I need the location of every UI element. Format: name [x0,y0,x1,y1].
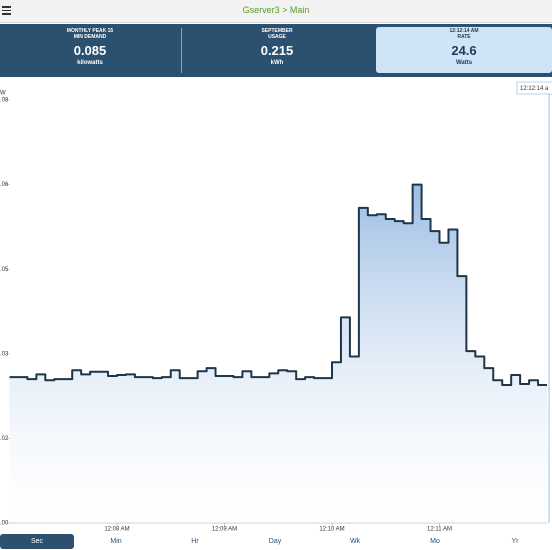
y-tick-label: .05 [0,267,9,273]
stat-label: MONTHLY PEAK 15 [66,28,114,34]
area [9,184,547,523]
y-tick-label: .02 [0,436,9,442]
hover-box [516,81,552,95]
x-tick-label: 12:11 AM [427,527,452,533]
separator [181,28,182,73]
stat-tile[interactable]: SEPTEMBER USAGE 0.215 kWh [182,24,372,81]
top-bar: Gserver3 > Main [0,0,552,23]
tab[interactable]: Min [110,538,122,545]
tab[interactable]: Day [268,538,282,545]
stat-unit: kWh [270,60,284,66]
stats-panel: MONTHLY PEAK 15 MIN DEMAND 0.085 kilowatts S… [0,24,552,77]
stat-label: 12:12:14 AM [449,28,479,34]
y-tick-label: .03 [0,351,9,357]
tab[interactable]: Mo [430,538,440,545]
stat-tile[interactable]: 12:12:14 AM RATE 24.6 Watts [376,27,552,73]
y-tick-label: .00 [0,521,9,527]
line [9,183,547,386]
tab-bar: Sec Min Hr Day Wk Mo Yr [0,534,552,550]
stat-value: 0.085 [73,43,107,58]
hover-label: 12:12:14 a [520,86,549,92]
tab[interactable]: Hr [191,538,199,545]
stat-label: SEPTEMBER [261,28,293,34]
stat-label: RATE [457,34,471,40]
stat-unit: kilowatts [77,60,103,66]
x-tick-label: 12:10 AM [319,527,344,533]
x-tick-label: 12:09 AM [212,527,237,533]
stat-value: 24.6 [451,43,477,58]
chart: W .00 .02 .03 .05 .06 .08 12:08 AM 12:09 AM 12:10… [0,81,552,533]
page-title: Gserver3 > Main [242,5,310,15]
x-tick-label: 12:08 AM [104,527,129,533]
stat-label: USAGE [268,34,286,40]
menu-button[interactable] [2,6,11,15]
tab[interactable]: Wk [349,538,361,545]
stat-tile[interactable]: MONTHLY PEAK 15 MIN DEMAND 0.085 kilowatts [0,24,180,81]
y-tick-label: .08 [0,98,9,104]
stat-label: MIN DEMAND [73,34,107,40]
tab[interactable]: Yr [511,538,519,545]
stat-value: 0.215 [260,43,294,58]
y-axis-label: W [0,91,6,97]
stat-unit: Watts [455,60,473,66]
tab[interactable]: Sec [0,534,74,549]
y-tick-label: .06 [0,182,9,188]
